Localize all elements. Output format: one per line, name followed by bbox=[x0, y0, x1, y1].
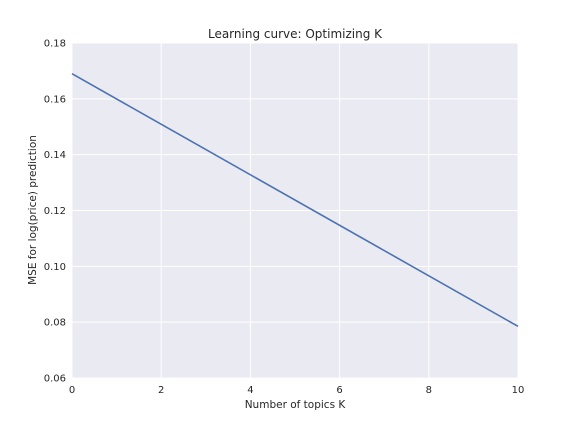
series-line bbox=[71, 73, 519, 328]
x-axis-label: Number of topics K bbox=[245, 399, 347, 411]
y-tick-label: 0.14 bbox=[44, 150, 66, 161]
y-tick-label: 0.10 bbox=[44, 262, 66, 273]
y-tick-labels: 0.06 0.08 0.10 0.12 0.14 0.16 0.18 bbox=[44, 39, 66, 385]
y-tick-label: 0.06 bbox=[44, 374, 66, 385]
y-axis-label: MSE for log(price) prediction bbox=[27, 135, 39, 285]
x-tick-label: 8 bbox=[426, 385, 432, 396]
x-tick-label: 2 bbox=[158, 385, 164, 396]
x-tick-label: 10 bbox=[512, 385, 525, 396]
y-tick-label: 0.16 bbox=[44, 94, 66, 105]
x-tick-label: 6 bbox=[336, 385, 342, 396]
x-tick-labels: 0 2 4 6 8 10 bbox=[69, 385, 525, 396]
y-tick-label: 0.08 bbox=[44, 318, 66, 329]
y-tick-label: 0.12 bbox=[44, 206, 66, 217]
x-tick-label: 0 bbox=[69, 385, 75, 396]
y-grid bbox=[72, 42, 518, 379]
series-layer bbox=[71, 73, 519, 328]
chart-title: Learning curve: Optimizing K bbox=[208, 27, 383, 41]
y-tick-label: 0.18 bbox=[44, 39, 66, 50]
x-tick-label: 4 bbox=[247, 385, 253, 396]
